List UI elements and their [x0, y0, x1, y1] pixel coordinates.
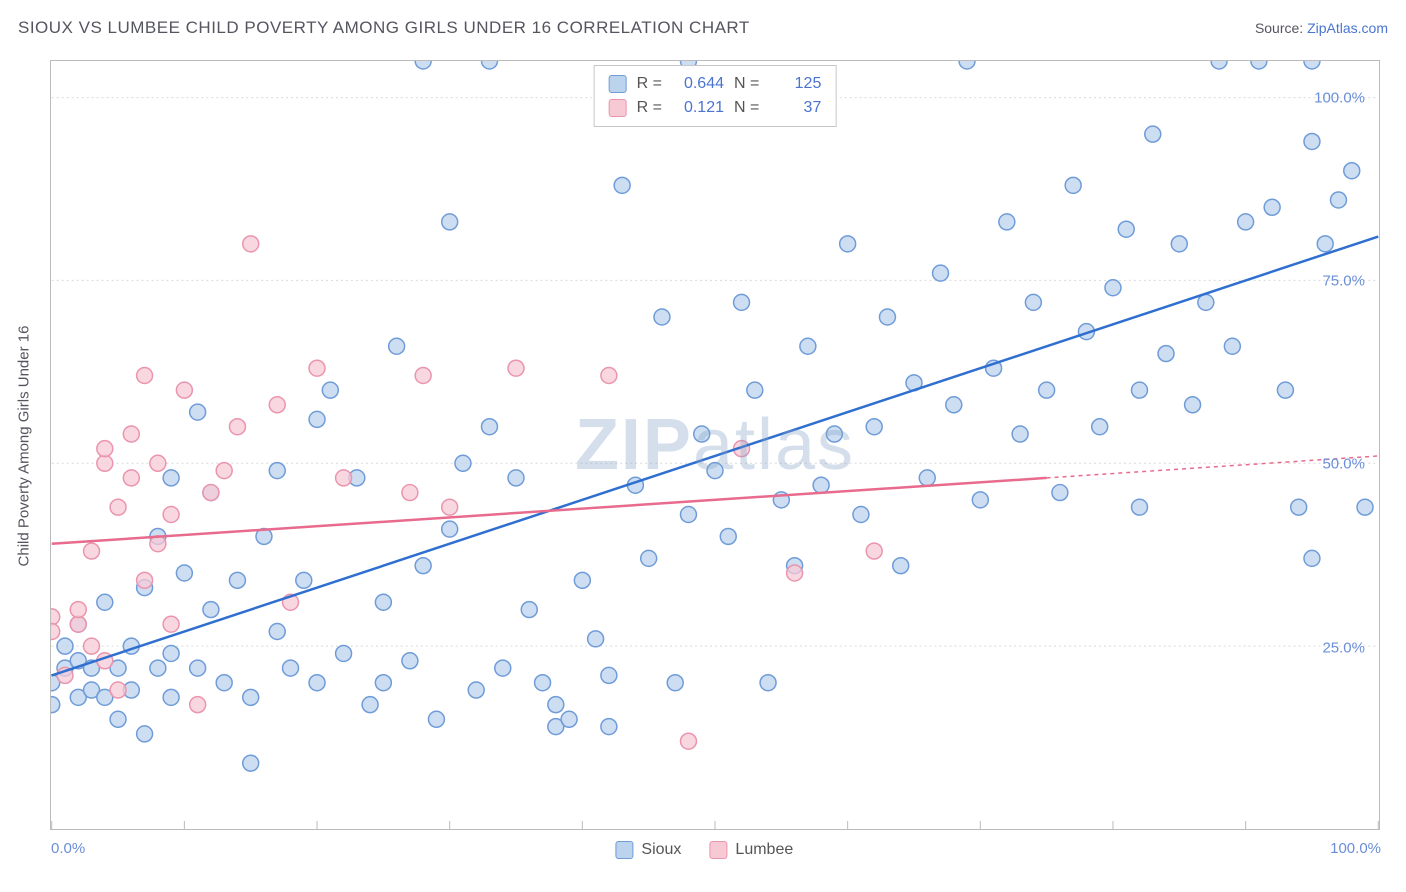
- series-legend-item: Sioux: [615, 841, 681, 859]
- legend-swatch: [709, 841, 727, 859]
- chart-title: SIOUX VS LUMBEE CHILD POVERTY AMONG GIRL…: [18, 18, 750, 38]
- legend-swatch: [615, 841, 633, 859]
- n-value: 125: [769, 72, 821, 96]
- n-label: N =: [734, 72, 759, 96]
- header: SIOUX VS LUMBEE CHILD POVERTY AMONG GIRL…: [18, 18, 1388, 38]
- source-prefix: Source:: [1255, 20, 1307, 36]
- source-attribution: Source: ZipAtlas.com: [1255, 20, 1388, 36]
- y-tick-label: 25.0%: [1322, 639, 1365, 656]
- legend-swatch: [609, 75, 627, 93]
- y-axis-label: Child Poverty Among Girls Under 16: [16, 326, 33, 567]
- scatter-plot: ZIPatlas R =0.644N =125R =0.121N =37 Sio…: [50, 60, 1380, 830]
- series-label: Lumbee: [735, 841, 793, 859]
- y-tick-label: 100.0%: [1314, 89, 1365, 106]
- y-tick-label: 50.0%: [1322, 456, 1365, 473]
- y-tick-label: 75.0%: [1322, 273, 1365, 290]
- x-tick-label: 100.0%: [1330, 840, 1381, 857]
- series-legend: Sioux Lumbee: [615, 841, 793, 859]
- legend-swatch: [609, 99, 627, 117]
- r-label: R =: [637, 72, 662, 96]
- correlation-legend: R = 0.644 N = 125 R = 0.121 N = 37: [594, 65, 837, 127]
- r-label: R =: [637, 96, 662, 120]
- source-link[interactable]: ZipAtlas.com: [1307, 20, 1388, 36]
- series-label: Sioux: [641, 841, 681, 859]
- n-label: N =: [734, 96, 759, 120]
- chart-svg: [51, 61, 1379, 829]
- r-value: 0.644: [672, 72, 724, 96]
- series-legend-item: Lumbee: [709, 841, 793, 859]
- legend-stat-row: R = 0.121 N = 37: [609, 96, 822, 120]
- x-tick-label: 0.0%: [51, 840, 85, 857]
- n-value: 37: [769, 96, 821, 120]
- r-value: 0.121: [672, 96, 724, 120]
- legend-stat-row: R = 0.644 N = 125: [609, 72, 822, 96]
